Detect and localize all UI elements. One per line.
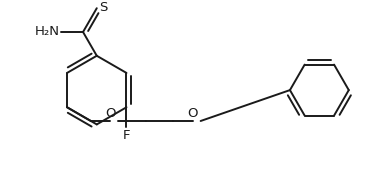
Text: F: F [123, 129, 130, 142]
Text: O: O [105, 107, 116, 120]
Text: S: S [99, 1, 107, 14]
Text: H₂N: H₂N [35, 25, 60, 38]
Text: O: O [187, 107, 198, 120]
